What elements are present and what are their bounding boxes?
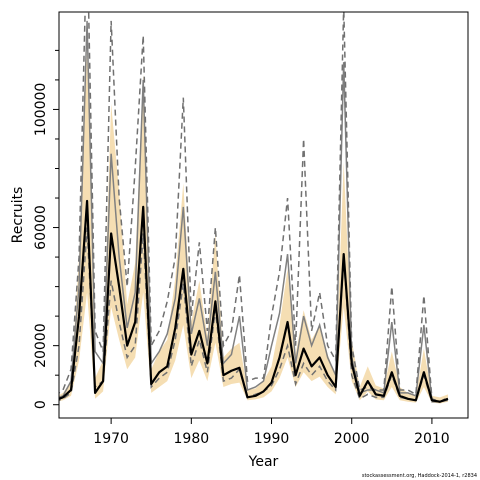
y-tick-label: 0 bbox=[33, 400, 49, 409]
footer-credit: stockassessment.org, Haddock-2014-1, r28… bbox=[362, 473, 477, 479]
x-tick-label: 2010 bbox=[414, 431, 450, 447]
estimate-line bbox=[59, 199, 449, 403]
plot-frame bbox=[58, 11, 469, 419]
y-tick-label: 60000 bbox=[33, 205, 49, 250]
x-axis: 1970 1980 1990 2000 2010 bbox=[93, 418, 450, 447]
confidence-band bbox=[59, 50, 448, 404]
retro-dashed-line-upper bbox=[59, 12, 449, 403]
x-axis-label: Year bbox=[248, 454, 279, 470]
x-tick-label: 2000 bbox=[334, 431, 370, 447]
x-tick-label: 1990 bbox=[254, 431, 290, 447]
y-axis: 0 20000 60000 100000 bbox=[33, 49, 59, 409]
plot-content bbox=[59, 12, 449, 404]
y-tick-label: 100000 bbox=[33, 83, 49, 136]
retro-line bbox=[59, 20, 449, 403]
retro-dashed-line-lower bbox=[59, 227, 449, 403]
x-tick-label: 1980 bbox=[174, 431, 210, 447]
y-tick-label: 20000 bbox=[33, 323, 49, 368]
y-axis-label: Recruits bbox=[10, 187, 26, 244]
x-tick-label: 1970 bbox=[93, 431, 129, 447]
